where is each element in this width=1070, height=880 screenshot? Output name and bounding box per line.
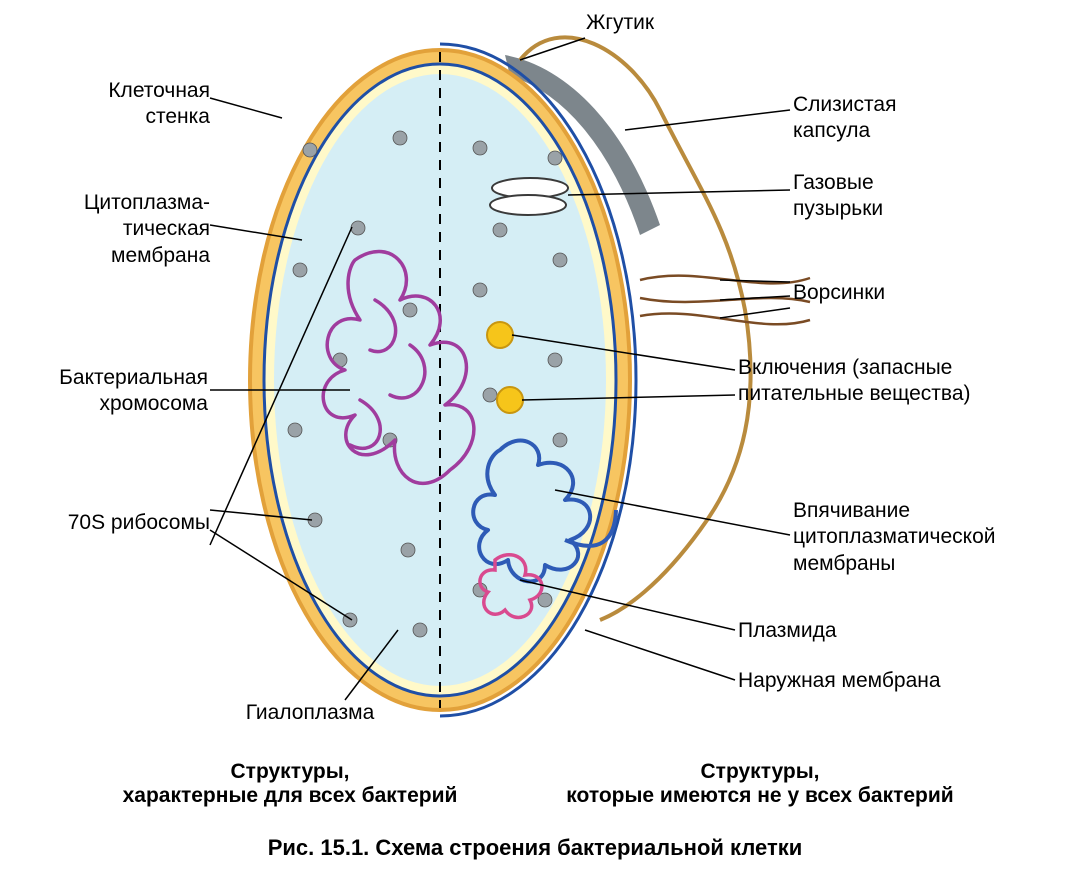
left-section-heading: Структуры,характерные для всех бактерий [120,760,460,808]
cell_wall-label: Клеточнаястенка [50,78,210,131]
pili-label: Ворсинки [793,280,963,306]
figure-caption: Рис. 15.1. Схема строения бактериальной … [0,835,1070,861]
inclusions-label: Включения (запасныепитательные вещества) [738,355,1058,408]
ribosomes-label: 70S рибосомы [20,510,210,536]
invagination-label: Впячиваниецитоплазматическоймембраны [793,498,1053,577]
chromosome-label: Бактериальнаяхромосома [8,365,208,418]
gas_vesicles-label: Газовыепузырьки [793,170,963,223]
right-section-heading: Структуры,которые имеются не у всех бакт… [550,760,970,808]
flagellum-label: Жгутик [560,10,680,36]
plasmid-label: Плазмида [738,618,938,644]
hyaloplasm-label: Гиалоплазма [225,700,395,726]
capsule-label: Слизистаякапсула [793,92,963,145]
outer_membrane-label: Наружная мембрана [738,668,988,694]
cyto_membrane-label: Цитоплазма-тическаямембрана [30,190,210,269]
